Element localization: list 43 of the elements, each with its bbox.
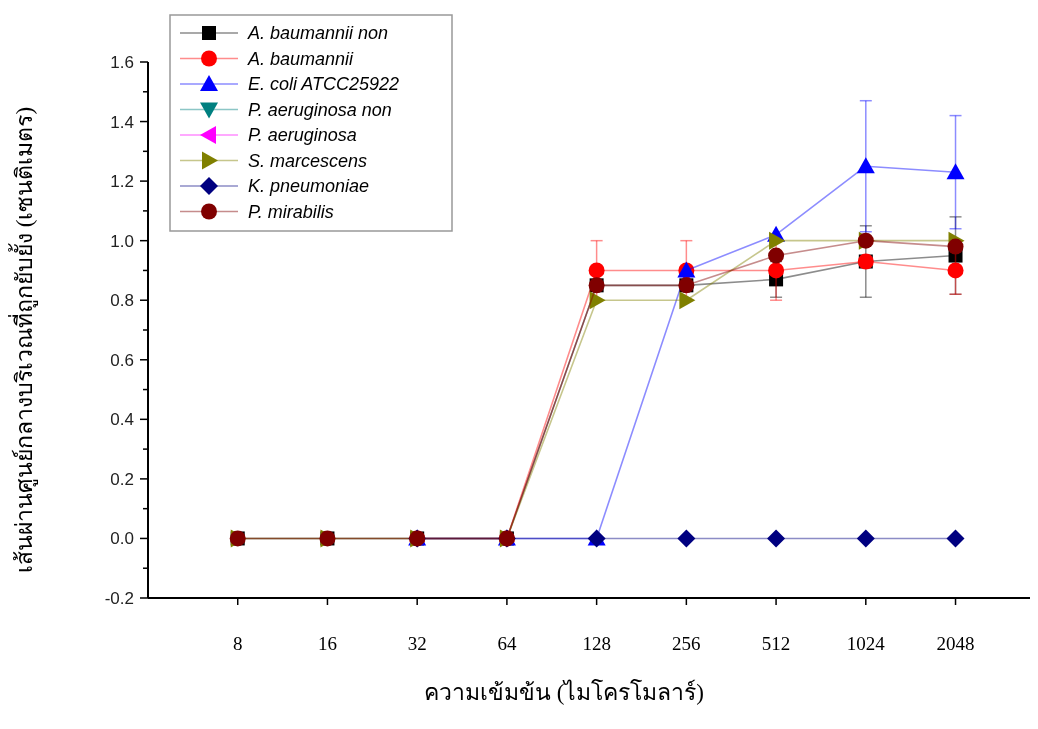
point bbox=[677, 529, 696, 548]
y-tick-label: 0.4 bbox=[110, 410, 134, 430]
y-tick-label: 0.0 bbox=[110, 529, 134, 549]
point bbox=[588, 262, 605, 279]
x-tick-label: 1024 bbox=[846, 633, 886, 654]
point bbox=[768, 247, 785, 264]
point bbox=[767, 529, 786, 548]
x-tick-label: 8 bbox=[232, 633, 243, 654]
y-tick-label: 0.2 bbox=[110, 469, 134, 489]
point bbox=[768, 262, 785, 279]
point bbox=[769, 231, 786, 250]
legend-label: P. mirabilis bbox=[248, 201, 334, 222]
point bbox=[589, 291, 606, 310]
y-tick-label: 0.6 bbox=[110, 350, 134, 370]
legend-label: P. aeruginosa non bbox=[248, 99, 392, 120]
x-tick-label: 16 bbox=[317, 633, 337, 654]
point bbox=[856, 529, 875, 548]
point bbox=[946, 163, 965, 180]
y-tick-label: 1.0 bbox=[110, 231, 134, 251]
point bbox=[856, 157, 875, 174]
point bbox=[946, 529, 965, 548]
x-tick-label: 64 bbox=[497, 633, 517, 654]
y-tick-label: -0.2 bbox=[104, 589, 134, 608]
x-axis-title: ความเข้มข้น (ไมโครโมลาร์) bbox=[423, 679, 705, 705]
legend-label: S. marcescens bbox=[248, 150, 368, 171]
legend-label: E. coli ATCC25922 bbox=[248, 74, 400, 94]
y-tick-label: 1.6 bbox=[110, 53, 134, 72]
x-tick-label: 2048 bbox=[936, 633, 975, 654]
y-axis-title: เส้นผ่านศูนย์กลางบริเวณที่ถูกยับยั้ง (เซนติเมตร) bbox=[8, 106, 38, 574]
x-tick-label: 32 bbox=[407, 633, 427, 654]
point bbox=[679, 291, 696, 310]
legend-label: A. baumannii bbox=[247, 48, 355, 69]
point bbox=[947, 262, 964, 279]
legend-label: P. aeruginosa bbox=[248, 125, 357, 145]
x-tick-label: 128 bbox=[582, 633, 611, 654]
y-tick-label: 1.2 bbox=[110, 172, 134, 192]
legend-label: K. pneumoniae bbox=[248, 176, 370, 196]
y-tick-label: 0.8 bbox=[110, 291, 134, 311]
x-tick-label: 256 bbox=[672, 633, 701, 654]
point bbox=[947, 238, 964, 255]
x-tick-label: 512 bbox=[761, 633, 791, 654]
legend-label: A. baumannii non bbox=[247, 23, 389, 43]
y-tick-label: 1.4 bbox=[110, 112, 134, 132]
